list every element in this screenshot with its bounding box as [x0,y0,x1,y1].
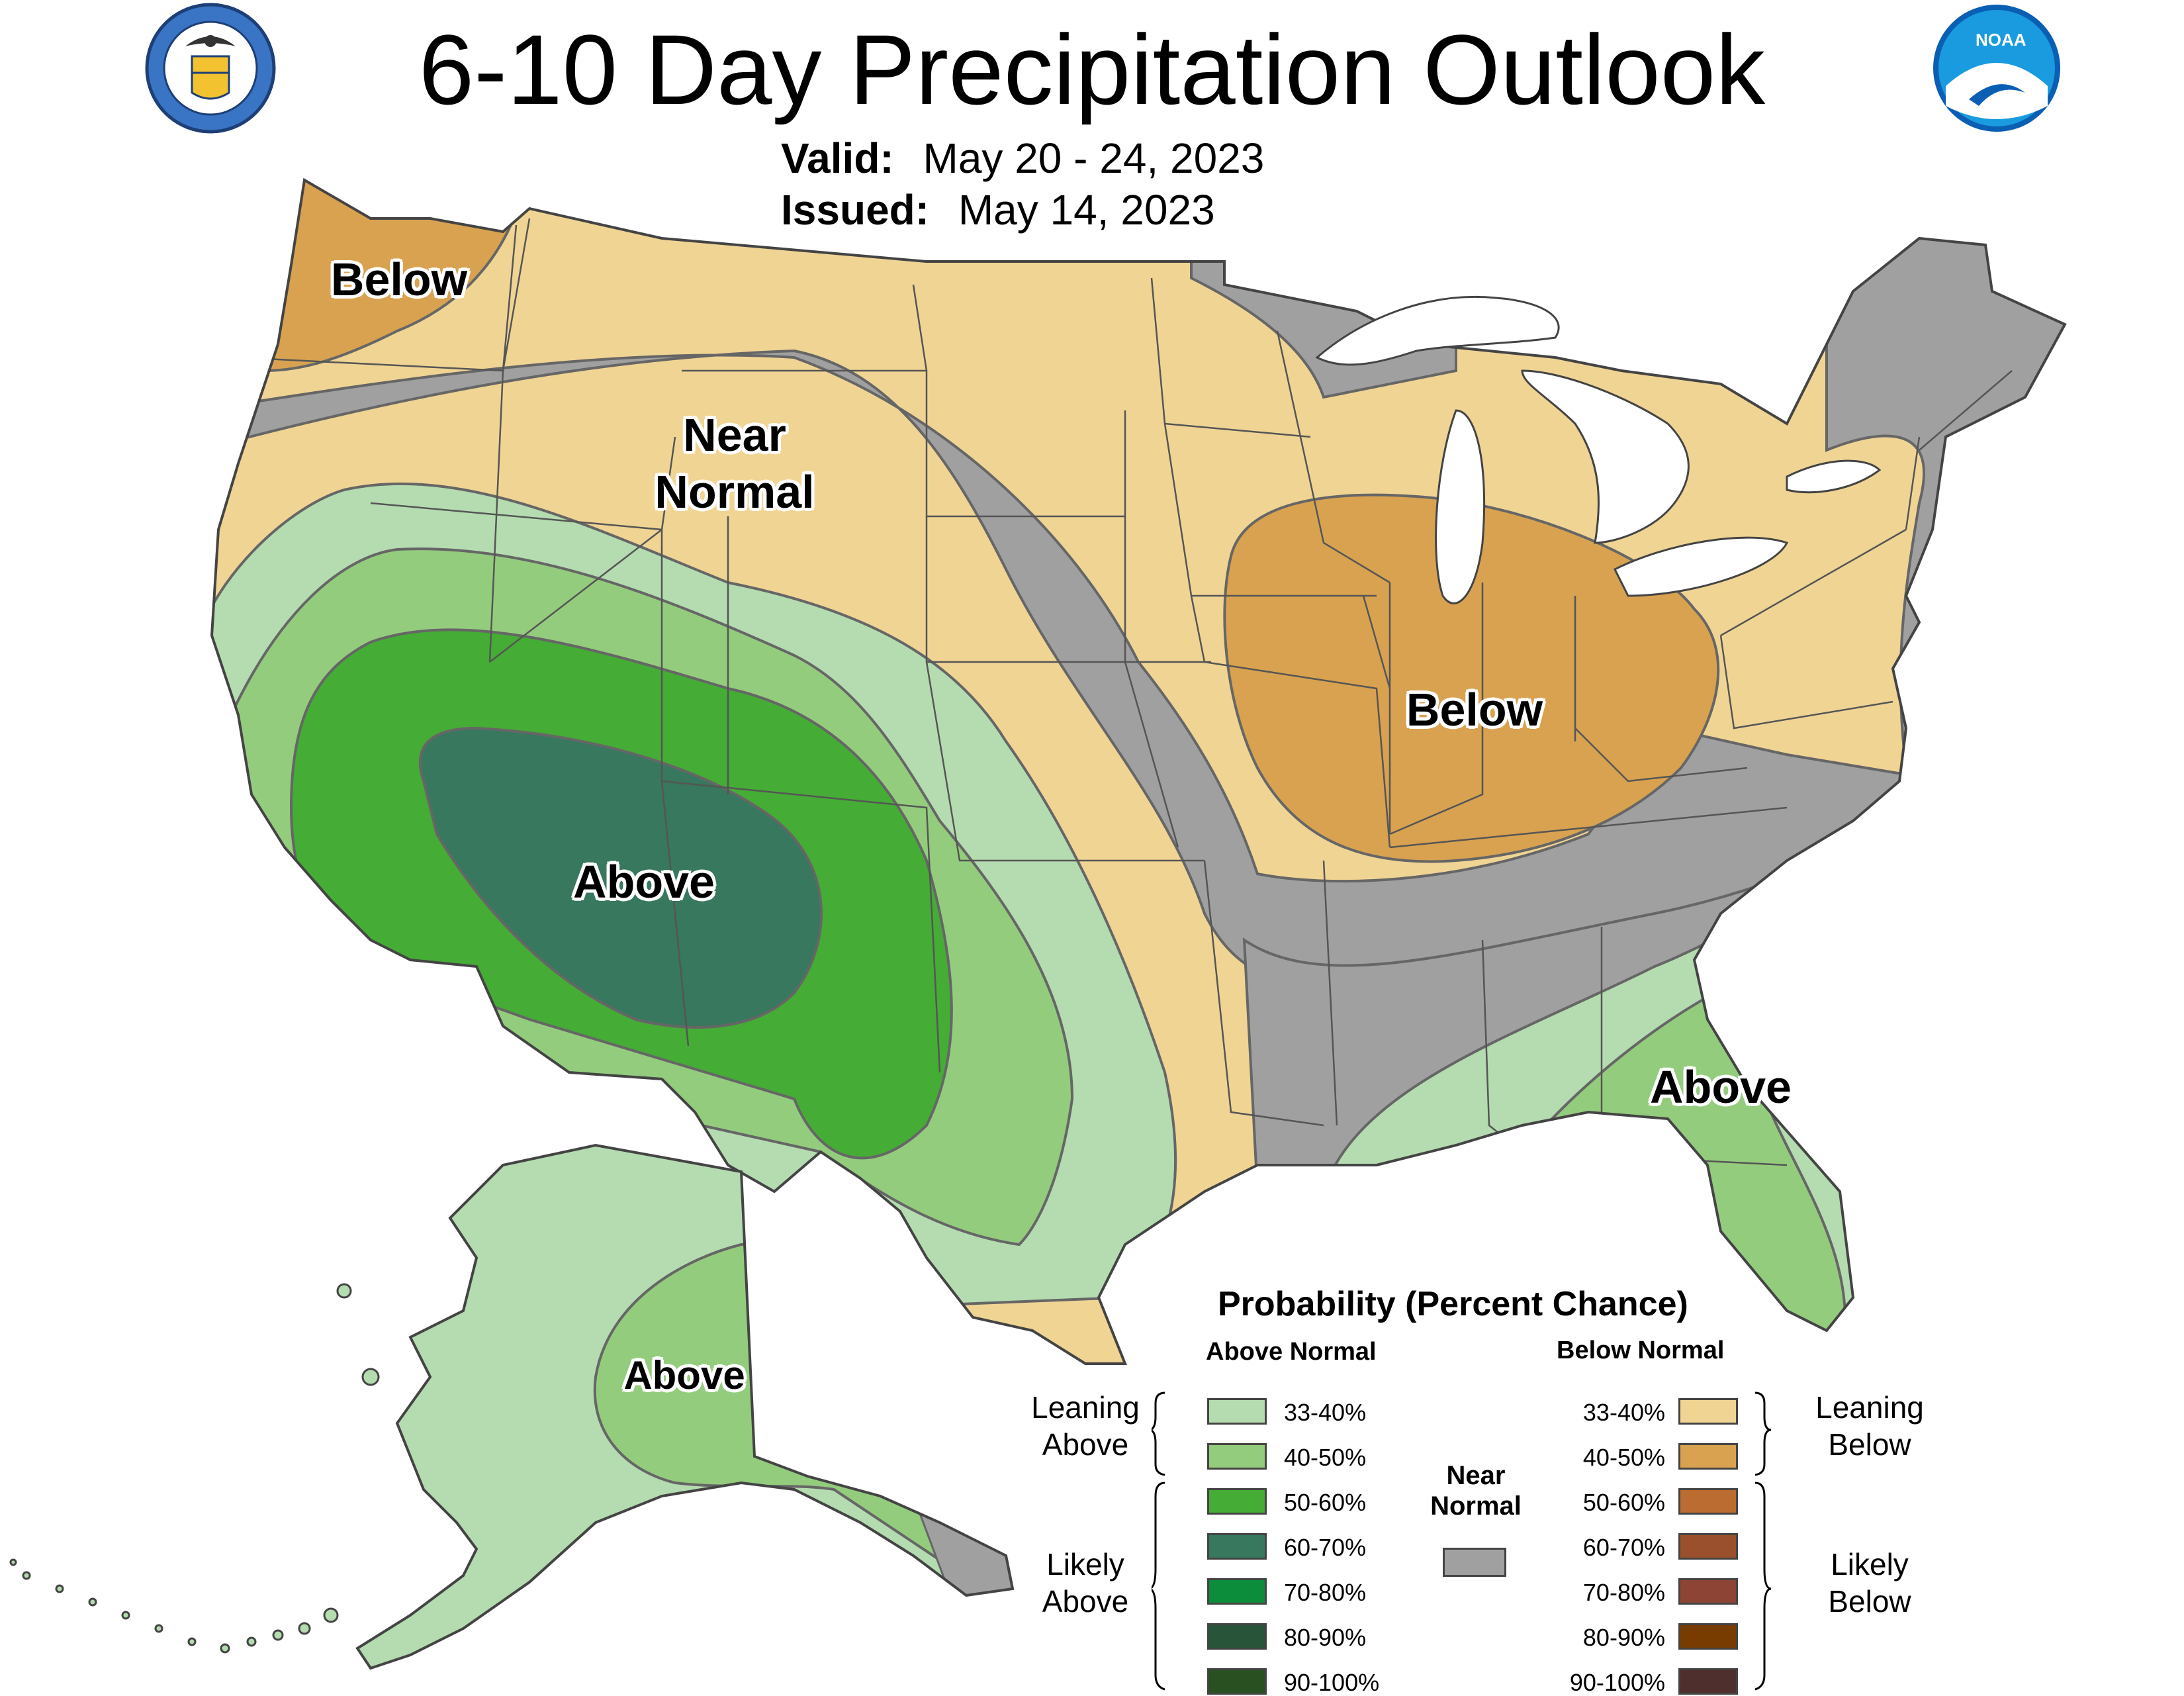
great-lakes [1315,295,1882,604]
issued-line: Issued: May 14, 2023 [781,185,1215,234]
legend-near-normal-label: Near Normal [1430,1461,1522,1521]
legend-above-range: 60-70% [1284,1534,1367,1561]
aleutian-islands [9,1283,380,1654]
page-title: 6-10 Day Precipitation Outlook [418,14,1766,125]
label-midwest-below: Below [1406,684,1543,735]
legend-above-range: 80-90% [1284,1624,1367,1651]
legend-below-range: 70-80% [1582,1579,1665,1606]
legend-below-range: 80-90% [1582,1624,1665,1651]
issued-value: May 14, 2023 [958,186,1215,234]
legend-above-swatch [1207,1668,1267,1695]
legend-brackets-below [1754,1391,1772,1691]
label-southwest-above: Above [573,856,715,908]
valid-label: Valid: [781,134,894,182]
below-midwest-40-50 [1223,493,1720,863]
valid-line: Valid: May 20 - 24, 2023 [781,134,1264,183]
legend-above-range: 90-100% [1284,1669,1380,1696]
state-boundaries [238,218,2013,1166]
legend-below-swatch [1678,1668,1738,1695]
legend-above-heading: Above Normal [1206,1338,1377,1366]
noaa-logo [1933,5,2060,132]
legend-above-range: 70-80% [1284,1579,1367,1606]
legend-above-range: 50-60% [1284,1489,1367,1516]
legend-below-swatch [1678,1488,1738,1515]
legend-leaning-above: Leaning Above [1031,1390,1140,1462]
legend-above-range: 33-40% [1284,1399,1367,1426]
legend-title: Probability (Percent Chance) [1218,1285,1688,1323]
label-alaska-above: Above [623,1353,745,1397]
label-southeast-above: Above [1650,1061,1792,1113]
legend-below-range: 40-50% [1582,1444,1665,1471]
above-southwest-60-70 [418,726,823,1029]
legend-below-swatch [1678,1533,1738,1560]
legend-above-range: 40-50% [1284,1444,1367,1471]
legend-above-swatch [1207,1623,1267,1650]
legend-above-swatch [1207,1578,1267,1605]
legend-above-swatch [1207,1533,1267,1560]
legend-below-range: 90-100% [1569,1669,1665,1696]
legend-below-swatch [1678,1578,1738,1605]
issued-label: Issued: [781,186,930,234]
legend-above-swatch [1207,1443,1267,1470]
legend-near-normal-swatch [1443,1548,1506,1577]
legend-brackets-above [1152,1391,1165,1691]
label-northwest-below: Below [330,254,468,305]
legend-below-range: 50-60% [1582,1489,1665,1516]
legend-below-swatch [1678,1398,1738,1425]
legend-leaning-below: Leaning Below [1815,1390,1924,1462]
legend-above-swatch [1207,1398,1267,1425]
legend-above-swatch [1207,1488,1267,1515]
legend-below-range: 60-70% [1582,1534,1665,1561]
label-near-normal: Near Normal [655,409,815,518]
legend-likely-below: Likely Below [1828,1547,1911,1619]
legend-below-swatch [1678,1443,1738,1470]
noaa-logo-text: NOAA [1976,30,2026,50]
alaska-map [9,1144,1014,1670]
valid-value: May 20 - 24, 2023 [923,134,1265,182]
department-of-commerce-seal [145,3,276,134]
legend-below-swatch [1678,1623,1738,1650]
legend-below-heading: Below Normal [1557,1337,1725,1364]
legend-likely-above: Likely Above [1042,1547,1129,1619]
legend-below-range: 33-40% [1582,1399,1665,1426]
